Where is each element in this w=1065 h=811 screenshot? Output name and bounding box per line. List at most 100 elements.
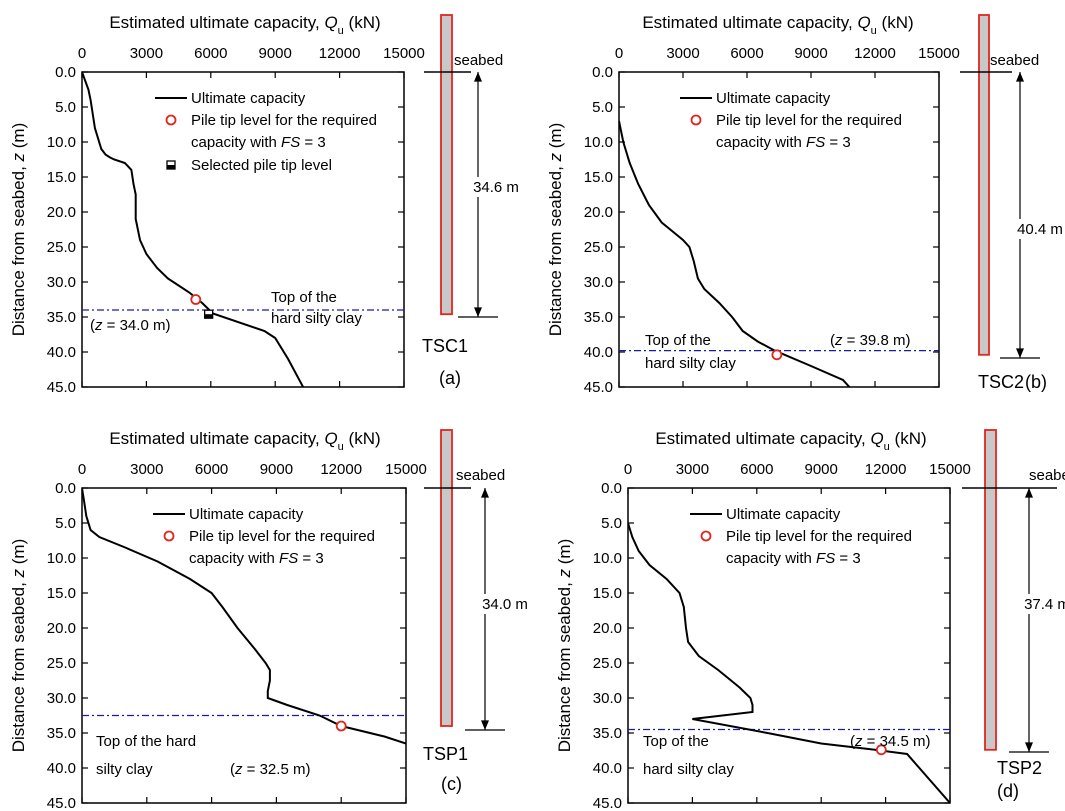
y-tick-label: 5.0 [55, 99, 76, 116]
required-tip-marker [875, 744, 887, 756]
hard-clay-depth-label: (z = 32.5 m) [230, 761, 310, 778]
x-tick-label: 12000 [319, 45, 361, 62]
y-tick-label: 30.0 [593, 690, 622, 707]
legend: Ultimate capacity Pile tip level for the … [690, 506, 912, 567]
legend-label-ultimate: Ultimate capacity [716, 90, 831, 107]
y-axis-title: Distance from seabed, z (m) [555, 539, 574, 753]
y-axis-title: Distance from seabed, z (m) [546, 123, 565, 337]
y-tick-label: 0.0 [592, 64, 613, 81]
pile-name: TSP1 [423, 744, 468, 764]
panel-label: (d) [997, 781, 1019, 801]
pile-length-label: 37.4 m [1024, 596, 1065, 613]
pile-body [978, 14, 990, 356]
legend-marker-swatch [165, 114, 177, 126]
x-tick-label: 9000 [794, 45, 827, 62]
hard-clay-depth-label: (z = 34.0 m) [90, 317, 170, 334]
y-tick-label: 20.0 [584, 204, 613, 221]
pile-length-label: 34.6 m [473, 179, 519, 196]
hard-clay-label: hard silty clay [645, 355, 736, 372]
x-tick-label: 3000 [676, 461, 709, 478]
y-tick-label: 15.0 [593, 585, 622, 602]
y-tick-label: 0.0 [55, 64, 76, 81]
seabed-label: seabed [990, 52, 1039, 69]
y-axis-title: Distance from seabed, z (m) [9, 539, 28, 753]
pile-length-label: 40.4 m [1017, 221, 1063, 238]
dimension-arrow-top [481, 488, 489, 498]
chart-panel-2: Estimated ultimate capacity, Qu (kN) Dist… [546, 13, 1063, 396]
legend-label-selected: Selected pile tip level [191, 157, 332, 174]
y-axis-title: Distance from seabed, z (m) [9, 123, 28, 337]
x-tick-label: 12000 [865, 461, 907, 478]
ultimate-capacity-line [82, 488, 406, 745]
x-tick-label: 3000 [130, 461, 163, 478]
y-tick-label: 25.0 [593, 655, 622, 672]
legend-label-tip: Pile tip level for the required [191, 112, 377, 129]
y-tick-label: 30.0 [584, 274, 613, 291]
y-tick-label: 45.0 [47, 379, 76, 396]
y-tick-label: 20.0 [47, 204, 76, 221]
y-tick-label: 45.0 [593, 795, 622, 811]
hard-clay-depth-label: (z = 39.8 m) [830, 332, 910, 349]
y-tick-label: 40.0 [584, 344, 613, 361]
dimension-arrow-bottom [1016, 348, 1024, 358]
required-tip-marker [335, 720, 347, 732]
ultimate-capacity-line [628, 522, 950, 803]
pile-schematic: seabed 37.4 m TSP2 (d) [962, 429, 1065, 801]
pile-schematic: seabed 34.0 m TSP1 (c) [423, 429, 528, 794]
y-tick-label: 30.0 [47, 690, 76, 707]
pile-schematic: seabed 34.6 m TSC1 (a) [422, 14, 519, 388]
legend: Ultimate capacity Pile tip level for the … [153, 506, 375, 567]
y-tick-label: 10.0 [47, 550, 76, 567]
pile-length-label-bg [1024, 594, 1065, 614]
y-tick-label: 40.0 [47, 760, 76, 777]
plot-frame [81, 71, 405, 388]
y-tick-label: 5.0 [55, 515, 76, 532]
dimension-arrow-bottom [481, 720, 489, 730]
chart-panel-3: Estimated ultimate capacity, Qu (kN) Dist… [9, 429, 528, 811]
plot-frame [618, 71, 940, 388]
pile-name: TSC2 [978, 372, 1024, 392]
x-axis-title: Estimated ultimate capacity, Qu (kN) [109, 429, 380, 453]
dimension-arrow-bottom [474, 307, 482, 317]
hard-clay-label: silty clay [96, 761, 153, 778]
y-tick-label: 20.0 [47, 620, 76, 637]
pile-name: TSP2 [997, 758, 1042, 778]
x-tick-label: 6000 [730, 45, 763, 62]
legend-marker-swatch [700, 530, 712, 542]
legend-label-ultimate: Ultimate capacity [189, 506, 304, 523]
legend: Ultimate capacity Pile tip level for the … [680, 90, 902, 151]
x-tick-label: 6000 [194, 45, 227, 62]
seabed-label: seabed [454, 52, 503, 69]
legend-marker-swatch [163, 530, 175, 542]
dimension-arrow-top [474, 72, 482, 82]
dimension-arrow-top [1016, 72, 1024, 82]
x-tick-label: 15000 [383, 45, 425, 62]
x-tick-label: 0 [78, 45, 86, 62]
ultimate-capacity-line [619, 120, 851, 387]
y-tick-label: 10.0 [593, 550, 622, 567]
hard-clay-label: hard silty clay [271, 310, 362, 327]
y-tick-label: 45.0 [47, 795, 76, 811]
x-tick-label: 15000 [385, 461, 427, 478]
pile-body [984, 429, 997, 751]
pile-schematic: seabed 40.4 m TSC2 (b) [960, 14, 1063, 392]
pile-length-label-bg [482, 594, 528, 614]
dimension-arrow-top [1025, 488, 1033, 498]
y-tick-label: 0.0 [601, 480, 622, 497]
x-tick-label: 6000 [740, 461, 773, 478]
pile-length-label-bg [473, 177, 519, 197]
chart-panel-4: Estimated ultimate capacity, Qu (kN) Dist… [555, 429, 1065, 811]
seabed-label: seabed [456, 467, 505, 484]
chart-panel-1: Estimated ultimate capacity, Qu (kN) Dist… [9, 13, 519, 396]
y-tick-label: 35.0 [47, 725, 76, 742]
legend-selected-swatch-fill [167, 165, 175, 169]
y-tick-label: 35.0 [593, 725, 622, 742]
x-tick-label: 0 [78, 461, 86, 478]
y-tick-label: 25.0 [584, 239, 613, 256]
hard-clay-label: hard silty clay [643, 761, 734, 778]
x-tick-label: 0 [615, 45, 623, 62]
x-tick-label: 12000 [320, 461, 362, 478]
legend-label-tip: Pile tip level for the required [189, 528, 375, 545]
legend-label-tip-2: capacity with FS = 3 [716, 134, 851, 151]
